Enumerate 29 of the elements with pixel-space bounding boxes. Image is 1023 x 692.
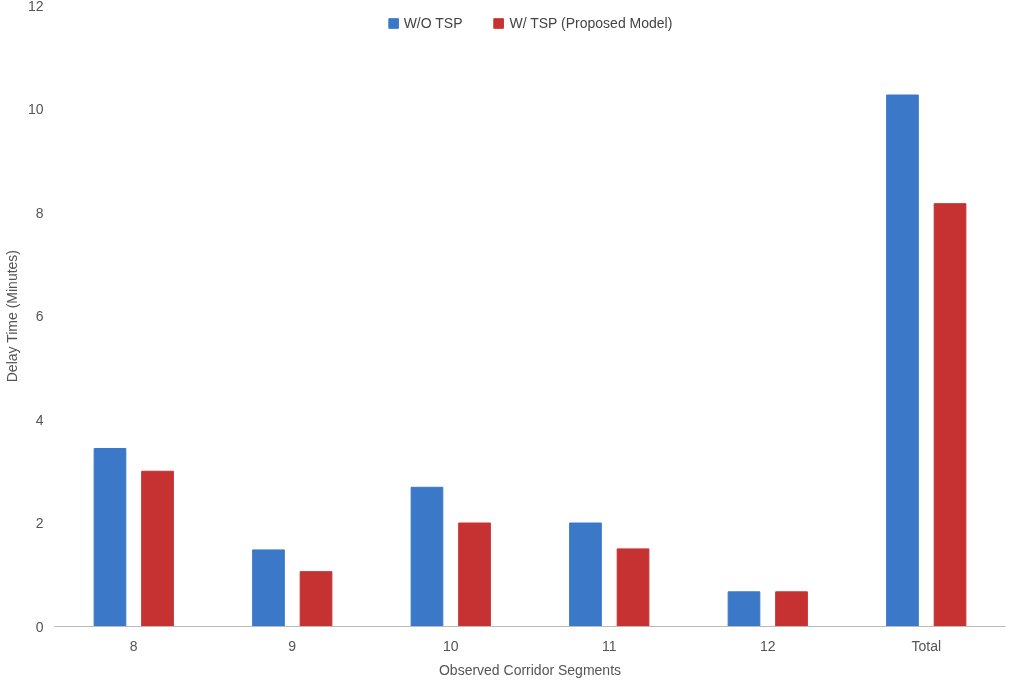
bar — [569, 522, 602, 627]
bar — [410, 486, 444, 627]
bar — [616, 548, 650, 627]
bar — [299, 571, 333, 627]
y-axis-title: Delay Time (Minutes) — [3, 249, 20, 383]
y-tick-label: 4 — [35, 411, 44, 428]
x-tick-label: 10 — [442, 637, 459, 654]
y-tick-label: 2 — [35, 515, 44, 531]
y-tick-label: 12 — [27, 0, 44, 14]
legend-label: W/ TSP (Proposed Model) — [509, 15, 673, 31]
y-tick-label: 0 — [35, 618, 44, 635]
bar — [727, 591, 761, 627]
legend-label: W/O TSP — [403, 15, 463, 31]
bar — [93, 447, 127, 627]
bar — [775, 591, 808, 627]
x-tick-label: Total — [911, 637, 942, 654]
x-tick-label: 11 — [601, 637, 617, 654]
y-tick-label: 8 — [35, 204, 44, 221]
y-tick-label: 6 — [35, 308, 44, 324]
x-tick-label: 12 — [759, 637, 776, 654]
x-axis-title: Observed Corridor Segments — [438, 661, 622, 678]
bar — [252, 549, 285, 627]
bar — [458, 522, 491, 627]
x-tick-label: 9 — [288, 637, 297, 654]
bar — [141, 470, 174, 627]
y-tick-label: 10 — [27, 101, 44, 117]
bar — [886, 94, 919, 627]
x-tick-label: 8 — [129, 637, 138, 654]
bar — [933, 203, 967, 627]
